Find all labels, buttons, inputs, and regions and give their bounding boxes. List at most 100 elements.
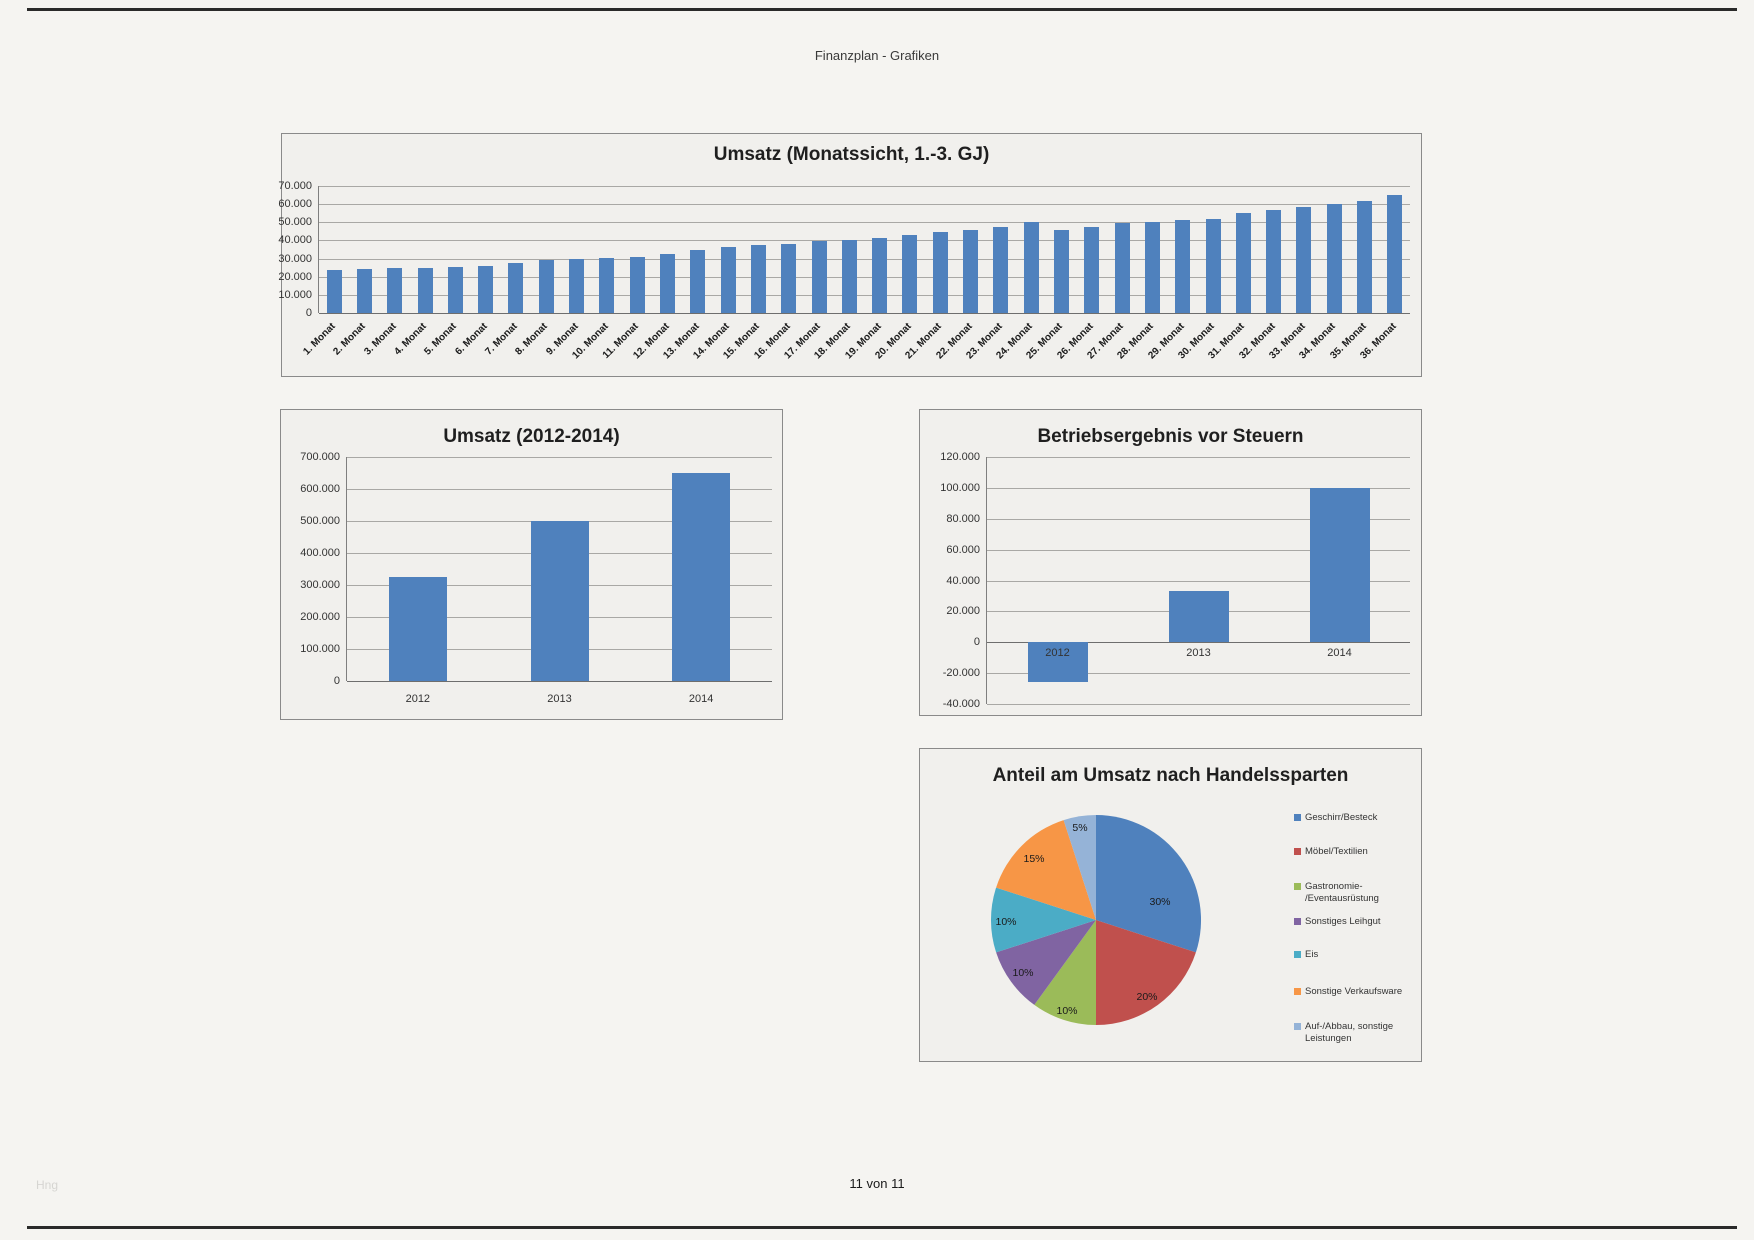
y-axis-tick-label: 100.000 [940, 481, 980, 494]
plot-area: -40.000 -20.000 0 20.000 40.000 60.000 80.000 1… [940, 451, 1410, 710]
bar [993, 226, 1009, 313]
pie-slice [1034, 920, 1096, 1025]
pie-slice-percent-label: 20% [1136, 991, 1158, 1003]
gridline [319, 294, 1410, 296]
legend-item: Auf-/Abbau, sonstige Leistungen [1294, 1021, 1393, 1044]
chart-title: Betriebsergebnis vor Steuern [1037, 426, 1304, 447]
gridline [987, 518, 1410, 520]
bar [1023, 222, 1039, 313]
pie-legend: Geschirr/Besteck Möbel/Textilien Gastronom… [1294, 749, 1418, 1061]
x-axis-category-label: 2013 [547, 693, 572, 705]
pie-chart [990, 815, 1202, 1025]
bar [1205, 218, 1221, 313]
gridline [347, 489, 772, 490]
gridline [319, 240, 1410, 242]
gridline [319, 313, 1410, 314]
gridline [987, 580, 1410, 582]
legend-label: Eis [1305, 949, 1319, 960]
bar [1309, 487, 1370, 643]
y-axis-tick-label: 70.000 [278, 180, 312, 192]
bar [1027, 642, 1088, 683]
x-axis-category-label: 2012 [1045, 647, 1070, 660]
gridline [987, 549, 1410, 551]
legend-label: Gastronomie-/Eventausrüstung [1305, 881, 1379, 904]
gridline [987, 457, 1410, 458]
bar [569, 258, 585, 313]
bar [1296, 206, 1312, 313]
legend-label: Sonstiges Leihgut [1305, 916, 1381, 927]
plot-area: 0 10.000 20.000 30.000 40.000 50.000 60.000 70.… [278, 180, 1410, 361]
pie-slice-percent-label: 10% [1012, 967, 1034, 979]
gridline [347, 681, 772, 682]
bar [326, 270, 342, 313]
y-axis-tick-label: 100.000 [300, 643, 340, 655]
y-axis-tick-label: 300.000 [300, 579, 340, 591]
pie-slice [990, 887, 1096, 953]
bar [447, 266, 463, 313]
gridline [987, 673, 1410, 675]
legend-label: Möbel/Textilien [1305, 846, 1368, 857]
chart-title: Umsatz (2012-2014) [443, 426, 620, 447]
legend-swatch [1294, 918, 1301, 925]
legend-swatch [1294, 883, 1301, 890]
pie-slice [996, 920, 1096, 1005]
pie-slice-percent-label: 5% [1072, 822, 1088, 834]
legend-swatch [1294, 951, 1301, 958]
y-axis-tick-label: 0 [333, 675, 340, 687]
bar [417, 267, 433, 313]
gridline [987, 487, 1410, 489]
y-axis-tick-label: 200.000 [300, 611, 340, 623]
x-axis-category-label: 2012 [405, 693, 431, 705]
y-axis-tick-label: -20.000 [942, 667, 980, 680]
gridline [319, 258, 1410, 260]
legend-item: Möbel/Textilien [1294, 846, 1368, 858]
bar [781, 244, 797, 313]
bar [902, 234, 918, 313]
bar [750, 244, 766, 313]
y-axis-tick-label: 10.000 [278, 288, 312, 301]
bar [478, 265, 494, 313]
y-axis-tick-label: 80.000 [946, 512, 980, 525]
x-axis-category-label: 2014 [1327, 647, 1352, 660]
bar [629, 256, 645, 313]
pie-slice-percent-label: 10% [1056, 1005, 1078, 1017]
chart-umsatz-monthly: Umsatz (Monatssicht, 1.-3. GJ) 0 10.000 20… [278, 133, 1422, 377]
legend-swatch [1294, 814, 1301, 821]
y-axis-tick-label: 30.000 [278, 252, 312, 265]
bar [538, 260, 554, 313]
x-axis-category-label: 2013 [1186, 647, 1211, 660]
pie-slice [1096, 920, 1196, 1025]
legend-label: Auf-/Abbau, sonstige Leistungen [1305, 1021, 1394, 1044]
bar [1144, 222, 1160, 313]
bar [660, 254, 675, 313]
y-axis-tick-label: 20.000 [278, 270, 312, 283]
chart-umsatz-yearly: Umsatz (2012-2014) 0 100.000 200.000 300.00… [280, 409, 783, 720]
bar [872, 237, 888, 313]
pie-slice [996, 820, 1096, 920]
y-axis-tick-label: 0 [305, 307, 312, 319]
page-bottom-edge [27, 1226, 1737, 1229]
bar [963, 229, 979, 313]
y-axis-tick-label: 700.000 [300, 451, 340, 463]
y-axis-tick-label: 0 [973, 636, 980, 649]
gridline [319, 204, 1410, 206]
bar [1266, 210, 1282, 313]
chart-title: Umsatz (Monatssicht, 1.-3. GJ) [713, 144, 990, 165]
bar [1326, 204, 1342, 313]
pie-slice-percent-label: 15% [1023, 853, 1045, 865]
bar [530, 521, 589, 681]
gridline [347, 457, 772, 458]
pie-area: 30% 20% 10% 10% 10% 15% 5% [988, 812, 1204, 1028]
bar [932, 232, 948, 313]
bar [387, 267, 403, 313]
bar [1168, 591, 1229, 643]
legend-swatch [1294, 848, 1301, 855]
watermark: Hng [36, 1178, 59, 1192]
bar [1114, 223, 1130, 313]
page-header: Finanzplan - Grafiken [814, 48, 940, 63]
bar [672, 473, 731, 681]
bar [811, 241, 827, 313]
legend-item: Sonstiges Leihgut [1294, 916, 1381, 928]
bar [720, 246, 736, 313]
gridline [319, 186, 1410, 187]
